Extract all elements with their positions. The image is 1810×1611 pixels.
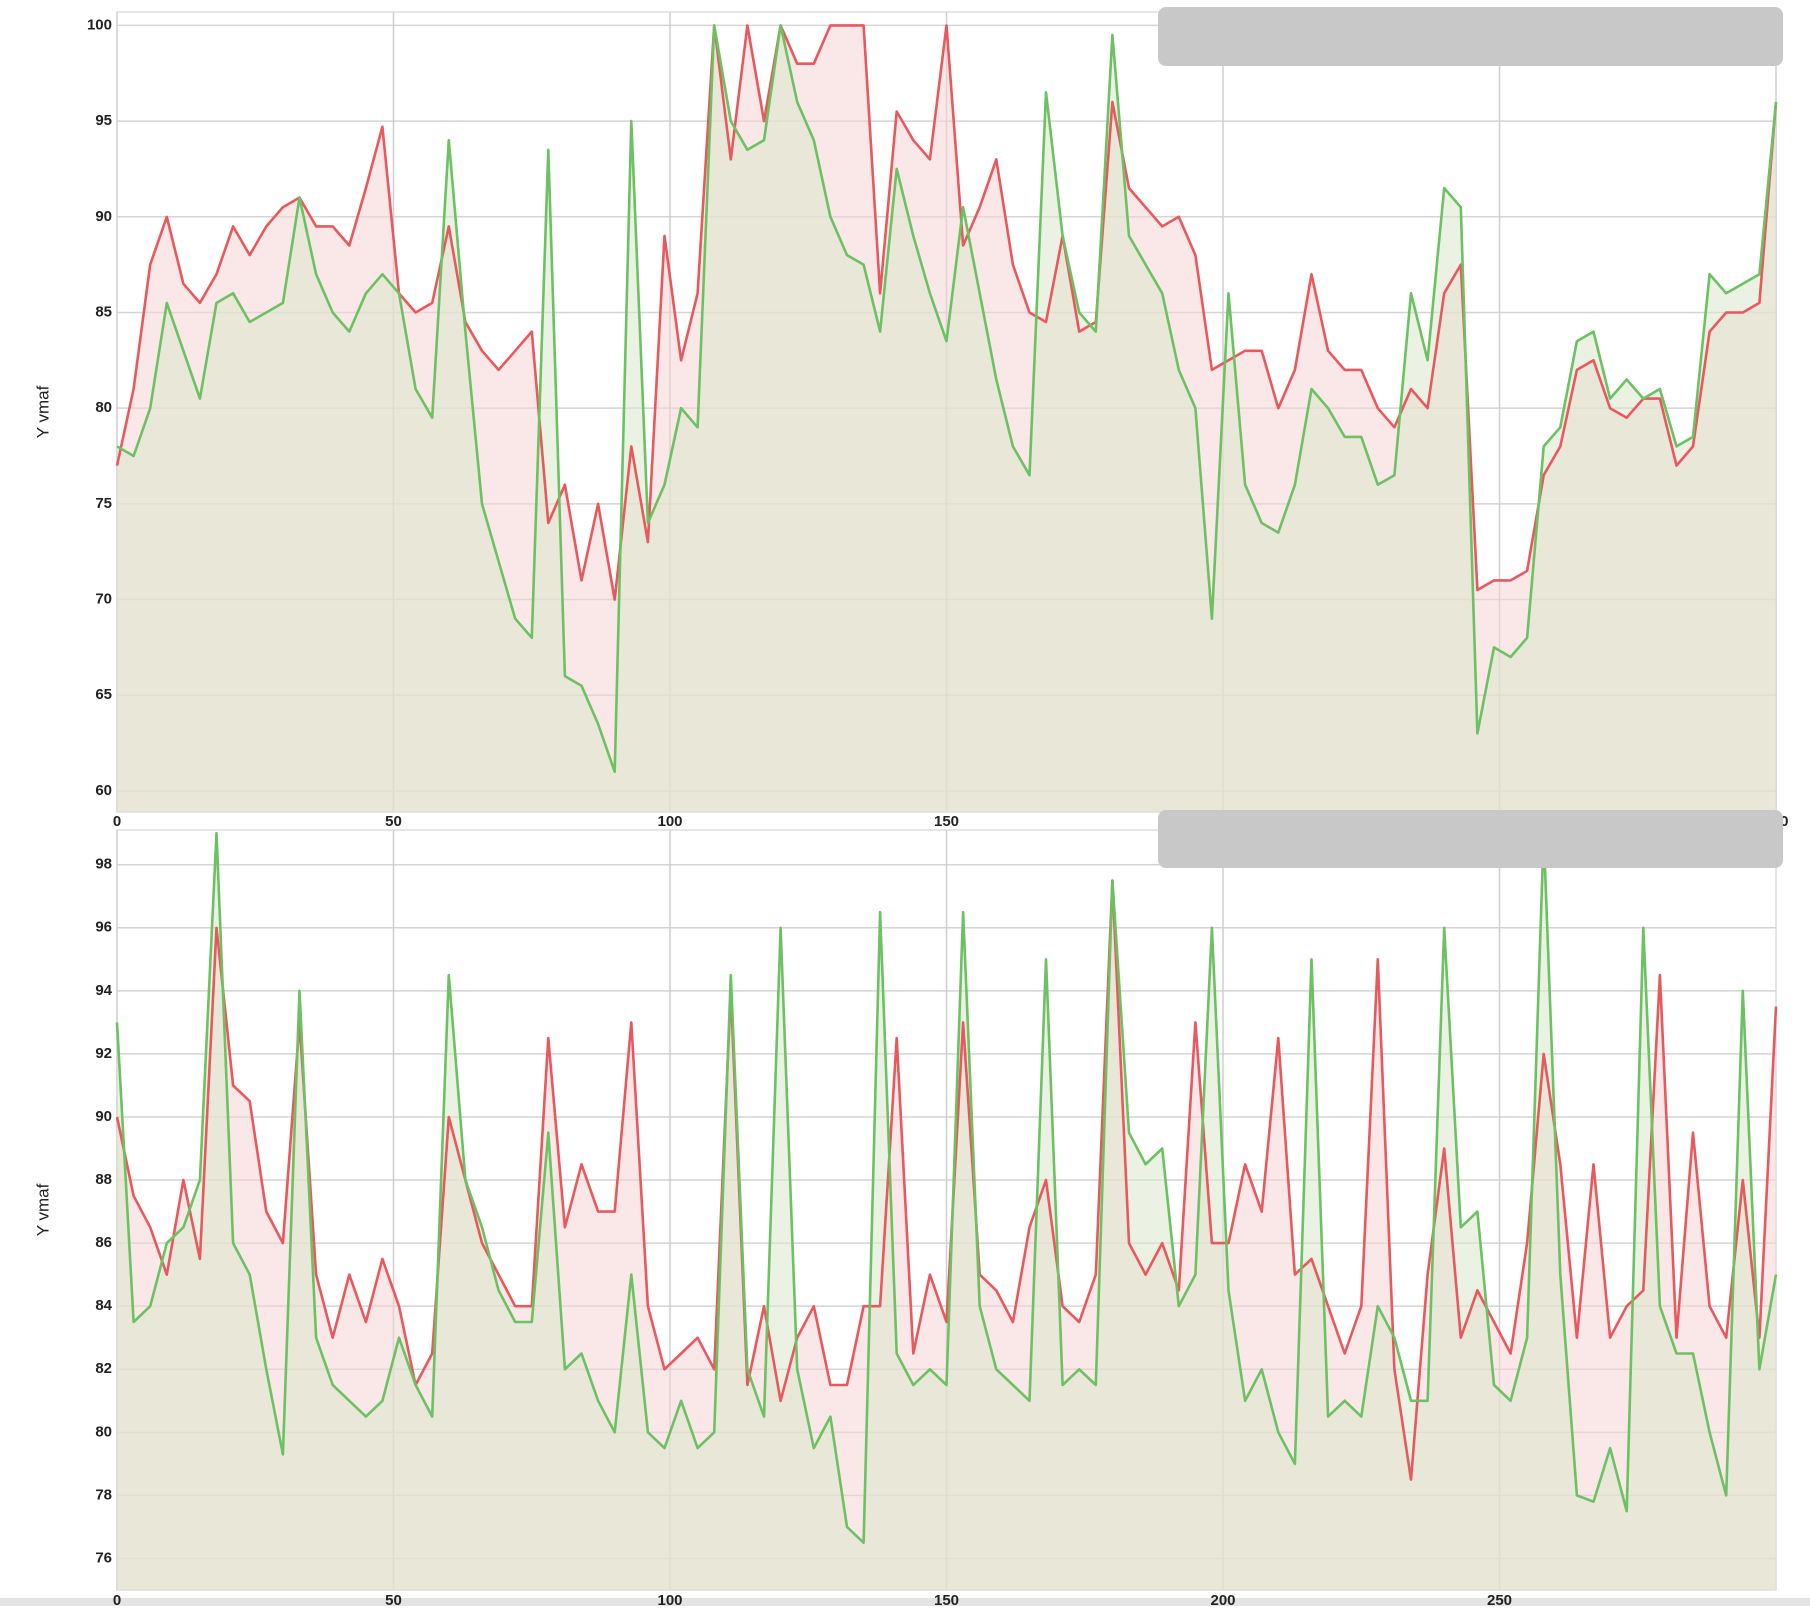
y-tick-label: 84 <box>95 1297 112 1314</box>
chart: 76 78 80 82 84 86 88 90 92 94 96 98 0 50 100 150 200 250 Y… <box>33 829 1778 1609</box>
line <box>116 24 1778 774</box>
x-tick-label: 100 <box>657 1592 682 1606</box>
x-tick-label: 150 <box>934 1592 959 1606</box>
y-axis-label: Y vmaf <box>33 1183 52 1236</box>
y-tick-label: 90 <box>95 1108 112 1125</box>
area <box>117 25 1776 812</box>
y-tick-label: 92 <box>95 1045 112 1062</box>
y-tick-label: 98 <box>95 856 112 873</box>
y-tick-label: 80 <box>95 399 112 416</box>
line <box>115 24 1778 601</box>
y-tick-label: 60 <box>95 782 112 799</box>
area <box>117 833 1776 1590</box>
y-tick-label: 82 <box>95 1360 112 1377</box>
y-tick-label: 70 <box>95 591 112 608</box>
y-tick-label: 88 <box>95 1171 112 1188</box>
legend-placeholder <box>1158 810 1783 868</box>
y-tick-label: 96 <box>95 919 112 936</box>
y-tick-label: 94 <box>95 982 112 999</box>
y-tick-label: 78 <box>95 1486 112 1503</box>
chart: 6065707580859095100050100150200250300Y v… <box>33 11 1789 830</box>
y-tick-label: 80 <box>95 1423 112 1440</box>
y-tick-label: 85 <box>95 303 112 320</box>
y-tick-label: 95 <box>95 112 112 129</box>
x-tick-label: 0 <box>113 813 121 830</box>
y-axis-label: Y vmaf <box>33 385 52 438</box>
y-tick-label: 76 <box>95 1549 112 1566</box>
bottom-bar <box>0 1598 1810 1606</box>
x-tick-label: 0 <box>113 1592 121 1606</box>
x-tick-label: 50 <box>385 813 402 830</box>
x-tick-label: 250 <box>1487 1592 1512 1606</box>
y-tick-label: 65 <box>95 686 112 703</box>
y-tick-label: 75 <box>95 495 112 512</box>
x-tick-label: 200 <box>1210 1592 1235 1606</box>
x-tick-label: 50 <box>385 1592 402 1606</box>
line <box>115 831 1778 1544</box>
line <box>115 879 1778 1481</box>
y-tick-label: 100 <box>87 16 112 33</box>
x-tick-label: 150 <box>934 813 959 830</box>
y-tick-label: 86 <box>95 1234 112 1251</box>
x-tick-label: 100 <box>657 813 682 830</box>
y-tick-label: 90 <box>95 208 112 225</box>
legend-placeholder <box>1158 7 1783 66</box>
